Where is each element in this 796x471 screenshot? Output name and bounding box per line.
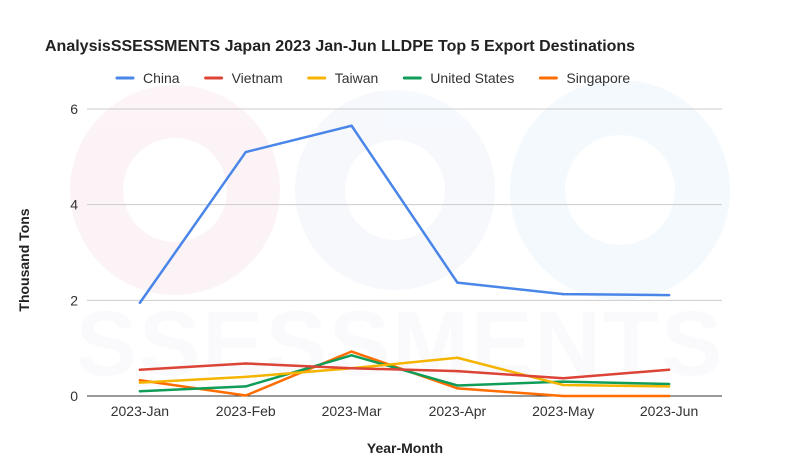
data-point-taiwan	[138, 381, 142, 384]
x-tick-label: 2023-Feb	[216, 403, 276, 419]
data-point-singapore	[456, 387, 459, 390]
data-point-united-states	[138, 390, 142, 393]
legend-label: United States	[430, 70, 514, 86]
data-point-china	[244, 150, 247, 154]
data-point-taiwan	[667, 385, 671, 388]
data-point-singapore	[138, 379, 142, 382]
data-point-vietnam	[562, 377, 565, 380]
series-line-taiwan	[138, 356, 671, 388]
data-point-singapore	[667, 394, 671, 398]
chart-title: AnalysisSSESSMENTS Japan 2023 Jan-Jun LL…	[45, 38, 635, 55]
series-lines	[138, 124, 671, 398]
y-tick-label: 4	[70, 197, 78, 213]
y-axis-ticks: 0 2 4 6	[70, 101, 78, 404]
x-tick-label: 2023-Mar	[322, 403, 382, 419]
series-line-vietnam	[138, 362, 671, 380]
data-point-singapore	[244, 394, 247, 397]
data-point-taiwan	[456, 356, 459, 359]
legend-item-singapore: Singapore	[538, 70, 630, 86]
data-point-china	[667, 293, 671, 297]
x-axis-title: Year-Month	[367, 440, 443, 456]
data-point-united-states	[456, 384, 459, 387]
y-tick-label: 0	[70, 388, 78, 404]
watermark-logo: SSESSMENTS	[70, 80, 730, 395]
x-tick-label: 2023-Jun	[640, 403, 698, 419]
x-tick-label: 2023-May	[532, 403, 594, 419]
x-tick-label: 2023-Apr	[429, 403, 487, 419]
data-point-united-states	[244, 385, 247, 388]
data-point-vietnam	[244, 362, 247, 365]
data-point-china	[138, 301, 142, 304]
watermark-hole-right	[565, 135, 675, 245]
legend-item-taiwan: Taiwan	[307, 70, 379, 86]
data-point-china	[562, 292, 565, 296]
legend: China Vietnam Taiwan United States Singapore	[115, 70, 630, 86]
y-axis-title: Thousand Tons	[16, 208, 32, 311]
y-tick-label: 2	[70, 292, 78, 308]
series-line-china	[138, 124, 671, 304]
data-point-china	[456, 281, 459, 284]
x-tick-label: 2023-Jan	[111, 403, 169, 419]
data-point-singapore	[562, 394, 565, 398]
data-point-vietnam	[667, 368, 671, 371]
y-tick-label: 6	[70, 101, 78, 117]
data-point-singapore	[350, 350, 353, 353]
legend-item-united-states: United States	[402, 70, 514, 86]
data-point-china	[350, 124, 353, 127]
data-point-vietnam	[350, 367, 353, 370]
data-point-vietnam	[456, 369, 459, 373]
legend-label: Singapore	[566, 70, 630, 86]
legend-label: Vietnam	[232, 70, 283, 86]
data-point-taiwan	[244, 375, 247, 379]
watermark-hole-left	[123, 138, 227, 242]
data-point-vietnam	[138, 368, 142, 371]
data-point-united-states	[667, 382, 671, 386]
data-point-united-states	[350, 354, 353, 357]
data-point-united-states	[562, 380, 565, 383]
legend-label: Taiwan	[335, 70, 379, 86]
data-point-taiwan	[562, 383, 565, 387]
watermark-text: SSESSMENTS	[76, 293, 725, 395]
legend-label: China	[143, 70, 180, 86]
x-axis-ticks: 2023-Jan 2023-Feb 2023-Mar 2023-Apr 2023-May…	[111, 403, 699, 419]
legend-item-china: China	[115, 70, 180, 86]
legend-item-vietnam: Vietnam	[204, 70, 283, 86]
